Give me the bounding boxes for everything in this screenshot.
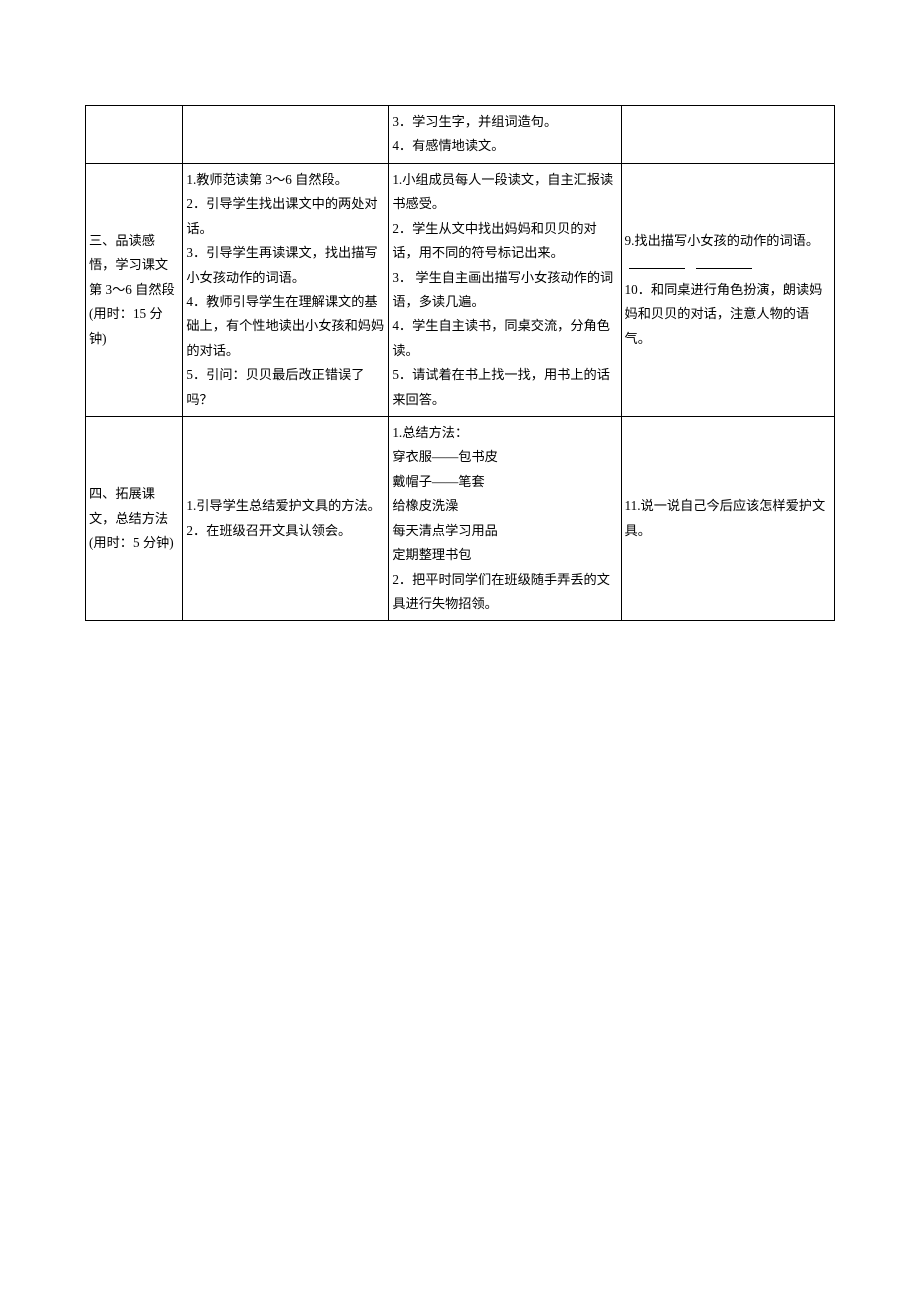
cell-exercise [621,106,834,164]
cell-teacher [183,106,389,164]
cell-student: 1.小组成员每人一段读文，自主汇报读书感受。2．学生从文中找出妈妈和贝贝的对话，… [389,163,621,416]
cell-student: 3．学习生字，并组词造句。4．有感情地读文。 [389,106,621,164]
lesson-plan-table: 3．学习生字，并组词造句。4．有感情地读文。 三、品读感悟，学习课文第 3～6 … [85,105,835,621]
table-row: 四、拓展课文，总结方法(用时：5 分钟) 1.引导学生总结爱护文具的方法。2．在… [86,417,835,621]
exercise-text-pre: 9.找出描写小女孩的动作的词语。 [625,233,820,248]
cell-teacher: 1.引导学生总结爱护文具的方法。2．在班级召开文具认领会。 [183,417,389,621]
cell-exercise: 9.找出描写小女孩的动作的词语。 10．和同桌进行角色扮演，朗读妈妈和贝贝的对话… [621,163,834,416]
cell-section: 四、拓展课文，总结方法(用时：5 分钟) [86,417,183,621]
exercise-text-post: 10．和同桌进行角色扮演，朗读妈妈和贝贝的对话，注意人物的语气。 [625,282,823,346]
cell-teacher: 1.教师范读第 3～6 自然段。2．引导学生找出课文中的两处对话。3．引导学生再… [183,163,389,416]
table-row: 3．学习生字，并组词造句。4．有感情地读文。 [86,106,835,164]
cell-section: 三、品读感悟，学习课文第 3～6 自然段(用时：15 分钟) [86,163,183,416]
document-page: 3．学习生字，并组词造句。4．有感情地读文。 三、品读感悟，学习课文第 3～6 … [0,0,920,621]
cell-section [86,106,183,164]
fill-blank [696,256,752,269]
cell-exercise: 11.说一说自己今后应该怎样爱护文具。 [621,417,834,621]
table-row: 三、品读感悟，学习课文第 3～6 自然段(用时：15 分钟) 1.教师范读第 3… [86,163,835,416]
cell-student: 1.总结方法：穿衣服——包书皮戴帽子——笔套给橡皮洗澡每天清点学习用品定期整理书… [389,417,621,621]
fill-blank [629,256,685,269]
